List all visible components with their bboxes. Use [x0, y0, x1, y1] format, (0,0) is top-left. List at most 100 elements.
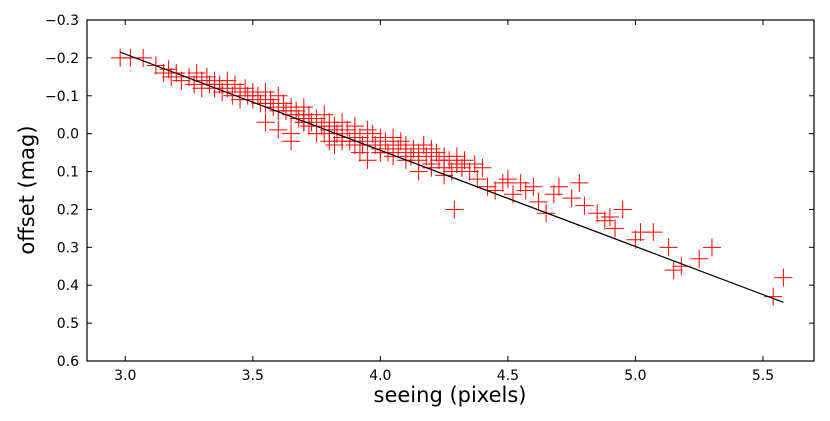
- data-point: [465, 154, 484, 173]
- data-point: [376, 132, 395, 151]
- data-point: [460, 162, 479, 181]
- plot-frame: [86, 19, 815, 362]
- data-point: [223, 86, 242, 105]
- data-point: [447, 154, 466, 173]
- data-point: [702, 238, 721, 257]
- x-tick-label: 4.0: [369, 368, 391, 384]
- data-point: [575, 196, 594, 215]
- data-point: [570, 173, 589, 192]
- y-tick-label: −0.3: [45, 13, 79, 29]
- data-point: [213, 82, 232, 101]
- data-point: [256, 113, 275, 132]
- data-point: [422, 139, 441, 158]
- data-point: [307, 109, 326, 128]
- data-point: [524, 177, 543, 196]
- x-axis-label: seeing (pixels): [374, 383, 527, 407]
- y-tick-label: 0.4: [57, 278, 79, 294]
- data-point: [493, 173, 512, 192]
- x-tick-label: 5.5: [752, 368, 774, 384]
- data-point: [325, 117, 344, 136]
- data-point: [185, 75, 204, 94]
- data-point: [478, 177, 497, 196]
- data-point: [248, 86, 267, 105]
- data-point: [562, 189, 581, 208]
- data-point: [600, 208, 619, 227]
- data-point: [363, 124, 382, 143]
- data-point: [511, 173, 530, 192]
- data-point: [595, 211, 614, 230]
- data-point: [435, 166, 454, 185]
- data-point: [417, 147, 436, 166]
- x-tick-label: 5.0: [624, 368, 646, 384]
- data-point: [427, 143, 446, 162]
- data-point: [774, 268, 793, 287]
- y-tick-label: 0.6: [57, 354, 79, 370]
- data-point: [350, 128, 369, 147]
- data-point: [210, 75, 229, 94]
- data-point: [498, 170, 517, 189]
- data-point: [486, 181, 505, 200]
- x-tick-label: 3.5: [242, 368, 264, 384]
- data-point: [606, 219, 625, 238]
- data-point: [473, 158, 492, 177]
- data-point: [396, 136, 415, 155]
- data-point: [187, 64, 206, 83]
- y-axis: −0.3 −0.2 −0.1 0.0 0.1 0.2 0.3 0.4 0.5 0.6: [45, 13, 814, 370]
- data-point: [294, 113, 313, 132]
- data-point: [516, 181, 535, 200]
- y-tick-label: 0.2: [57, 202, 79, 218]
- data-point: [315, 124, 334, 143]
- data-point: [269, 120, 288, 139]
- y-tick-label: 0.1: [57, 165, 79, 181]
- x-axis: 3.0 3.5 4.0 4.5 5.0 5.5: [114, 20, 774, 384]
- data-point: [289, 109, 308, 128]
- data-point: [159, 60, 178, 79]
- fit-line: [119, 51, 784, 303]
- data-point: [613, 200, 632, 219]
- data-point: [315, 105, 334, 124]
- data-point: [218, 79, 237, 98]
- data-point: [384, 147, 403, 166]
- data-point: [162, 67, 181, 86]
- data-point: [345, 117, 364, 136]
- data-point: [529, 192, 548, 211]
- x-tick-label: 4.5: [497, 368, 519, 384]
- data-point: [325, 136, 344, 155]
- y-axis-label: offset (mag): [15, 125, 39, 254]
- data-point: [391, 132, 410, 151]
- data-point: [338, 120, 357, 139]
- data-point: [445, 200, 464, 219]
- data-point: [690, 249, 709, 268]
- data-point: [134, 48, 153, 67]
- y-tick-label: 0.5: [57, 316, 79, 332]
- data-point: [225, 75, 244, 94]
- data-point: [384, 128, 403, 147]
- y-tick-label: −0.1: [45, 89, 79, 105]
- data-point: [544, 185, 563, 204]
- data-point: [333, 113, 352, 132]
- data-point: [333, 132, 352, 151]
- data-point: [274, 94, 293, 113]
- data-point: [401, 147, 420, 166]
- data-point: [358, 151, 377, 170]
- data-point: [366, 136, 385, 155]
- data-point: [287, 101, 306, 120]
- data-point: [350, 143, 369, 162]
- data-point: [180, 67, 199, 86]
- data-point: [452, 158, 471, 177]
- data-point: [256, 94, 275, 113]
- data-point: [236, 79, 255, 98]
- data-point: [389, 139, 408, 158]
- data-point: [261, 90, 280, 109]
- data-point: [414, 136, 433, 155]
- data-point: [269, 86, 288, 105]
- x-tick-label: 3.0: [114, 368, 136, 384]
- data-point: [626, 230, 645, 249]
- data-point: [404, 139, 423, 158]
- y-tick-label: 0.0: [57, 127, 79, 143]
- data-point: [549, 177, 568, 196]
- data-point: [172, 71, 191, 90]
- marks-layer: [111, 48, 793, 306]
- data-point: [345, 136, 364, 155]
